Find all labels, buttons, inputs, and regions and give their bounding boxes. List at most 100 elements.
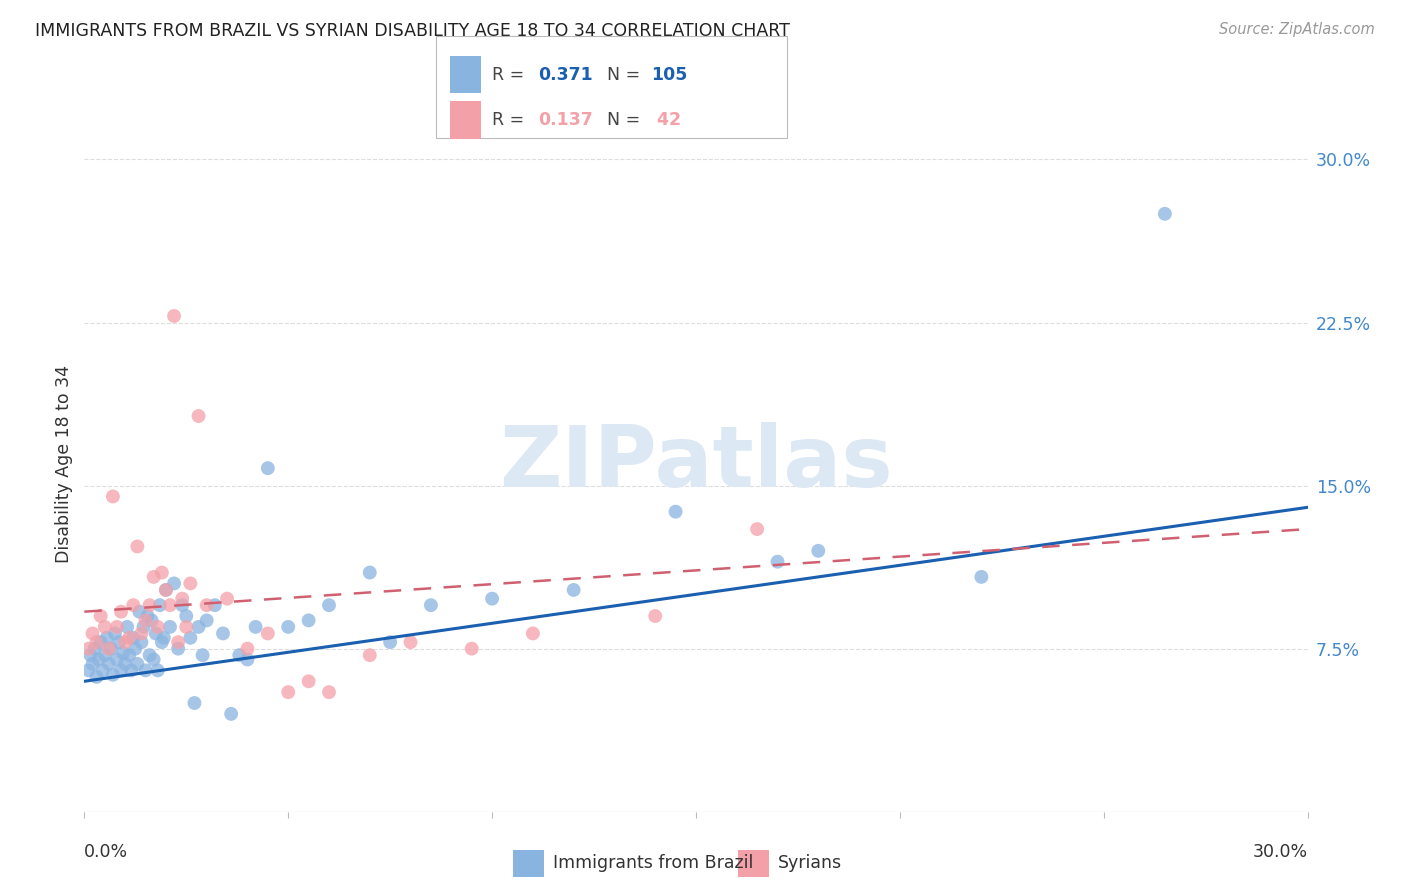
Point [77,641,100,656]
Point [187,409,209,423]
Point [77,664,100,678]
Point [807,544,830,558]
Point [217,591,239,606]
Point [101,667,124,681]
Text: R =: R = [492,111,530,128]
Point [167,641,190,656]
Point [153,631,176,645]
Text: 0.0%: 0.0% [84,843,128,861]
Point [212,626,235,640]
Point [318,598,340,612]
Point [163,576,186,591]
Point [195,598,218,612]
Point [399,635,422,649]
Point [97,641,120,656]
Point [174,609,197,624]
Point [183,696,205,710]
Point [420,598,443,612]
Point [112,646,135,660]
Point [745,522,768,536]
Point [127,657,149,671]
Point [86,670,108,684]
Point [100,641,122,656]
Text: N =: N = [607,111,647,128]
Point [120,664,142,678]
Point [145,626,167,640]
Point [122,631,145,645]
Text: R =: R = [492,66,530,84]
Point [82,626,104,640]
Point [219,706,242,721]
Point [257,626,280,640]
Point [1153,207,1175,221]
Point [179,631,201,645]
Text: 42: 42 [651,111,681,128]
Point [114,635,136,649]
Point [187,620,209,634]
Point [195,614,218,628]
Text: N =: N = [607,66,647,84]
Point [138,598,160,612]
Point [97,657,120,671]
Point [167,635,190,649]
Point [191,648,214,662]
Point [93,648,115,662]
Point [155,582,177,597]
Point [159,620,181,634]
Point [461,641,484,656]
Point [245,620,267,634]
Point [118,648,141,662]
Point [118,631,141,645]
Point [138,648,160,662]
Point [87,652,110,666]
Text: 105: 105 [651,66,688,84]
Point [101,490,124,504]
Point [91,664,114,678]
Point [155,582,177,597]
Point [359,566,381,580]
Point [150,635,173,649]
Point [236,652,259,666]
Point [105,620,128,634]
Text: Syrians: Syrians [778,855,842,872]
Point [131,626,153,640]
Point [159,598,181,612]
Point [114,657,136,671]
Point [110,605,132,619]
Point [110,664,132,678]
Point [79,648,101,662]
Point [204,598,226,612]
Point [131,635,153,649]
Text: IMMIGRANTS FROM BRAZIL VS SYRIAN DISABILITY AGE 18 TO 34 CORRELATION CHART: IMMIGRANTS FROM BRAZIL VS SYRIAN DISABIL… [35,22,790,40]
Point [149,598,172,612]
Text: 30.0%: 30.0% [1253,843,1308,861]
Point [664,505,686,519]
Point [141,614,163,628]
Point [150,566,173,580]
Text: 0.371: 0.371 [538,66,593,84]
Text: ZIPatlas: ZIPatlas [499,422,893,506]
Point [83,641,105,656]
Point [108,635,131,649]
Point [257,461,280,475]
Point [90,635,112,649]
Point [522,626,544,640]
Point [277,685,299,699]
Point [105,652,128,666]
Point [115,620,138,634]
Point [318,685,340,699]
Point [481,591,503,606]
Point [380,635,402,649]
Point [146,664,169,678]
Point [90,609,112,624]
Point [82,657,104,671]
Point [970,570,993,584]
Text: Immigrants from Brazil: Immigrants from Brazil [553,855,754,872]
Point [236,641,259,656]
Point [298,614,321,628]
Point [766,555,789,569]
Point [146,620,169,634]
Point [128,605,150,619]
Point [122,598,145,612]
Point [298,674,321,689]
